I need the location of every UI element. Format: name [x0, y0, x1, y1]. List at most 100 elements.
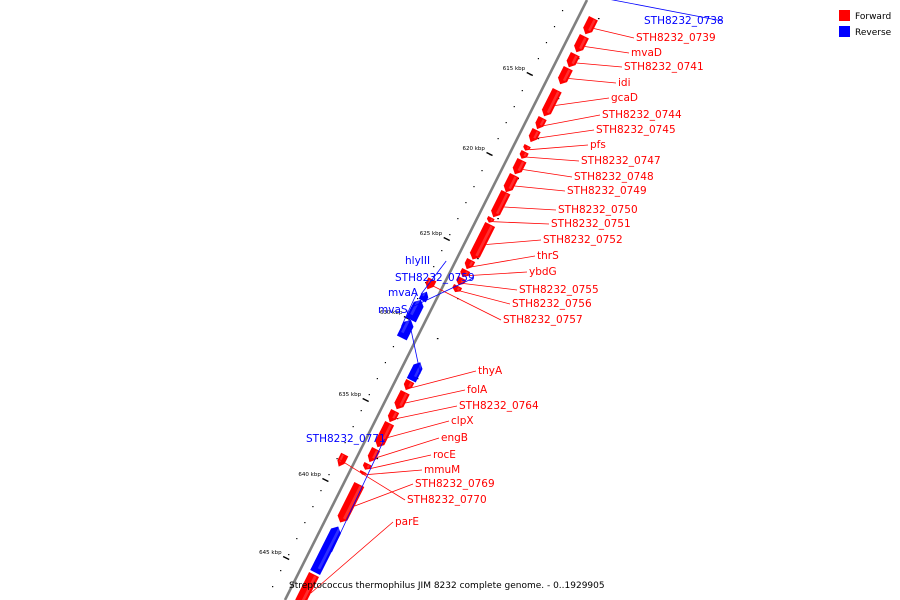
- gene-label-pfs[interactable]: pfs: [590, 139, 606, 151]
- gene-leader-line: [337, 458, 406, 501]
- guide-dot: [449, 234, 451, 236]
- gene-STH8232_0752: [469, 222, 496, 260]
- gene-STH8232_0764: [387, 409, 400, 423]
- gene-label-STH8232_0757[interactable]: STH8232_0757: [503, 314, 583, 326]
- gene-leader-line: [376, 437, 440, 458]
- gene-highlight: [496, 193, 509, 215]
- gene-label-STH8232_0745[interactable]: STH8232_0745: [596, 124, 676, 136]
- gene-label-mvaA[interactable]: mvaA: [388, 287, 419, 299]
- gene-leader-line: [410, 277, 474, 308]
- guide-dot: [537, 58, 540, 60]
- gene-STH8232_0741: [566, 52, 580, 68]
- gene-leader-line: [365, 469, 423, 476]
- gene-leader-line: [405, 389, 466, 404]
- gene-highlight: [408, 382, 413, 388]
- gene-label-STH8232_0764[interactable]: STH8232_0764: [459, 400, 539, 412]
- tick-label: 640 kbp: [298, 472, 321, 478]
- gene-highlight: [317, 527, 341, 570]
- guide-dot: [425, 282, 427, 284]
- gene-leader-line: [387, 420, 450, 438]
- gene-label-parE[interactable]: parE: [395, 516, 419, 528]
- gene-leader-line: [522, 169, 573, 178]
- gene-leader-line: [420, 260, 447, 295]
- gene-label-clpX[interactable]: clpX: [451, 415, 474, 427]
- gene-label-mvaS[interactable]: mvaS: [378, 304, 408, 316]
- tick-label: 615 kbp: [503, 66, 526, 72]
- gene-label-STH8232_0759[interactable]: STH8232_0759: [395, 272, 475, 284]
- gene-label-idi[interactable]: idi: [618, 77, 631, 89]
- tick-label: 630 kbp: [380, 310, 403, 316]
- gene-STH8232_0751: [486, 216, 495, 223]
- gene-highlight: [469, 261, 474, 267]
- gene-label-rocE[interactable]: rocE: [433, 449, 456, 461]
- gene-leader-line: [555, 97, 610, 106]
- gene-label-STH8232_0752[interactable]: STH8232_0752: [543, 234, 623, 246]
- gene-label-gcaD[interactable]: gcaD: [611, 92, 638, 104]
- guide-dot: [360, 410, 362, 412]
- gene-label-folA[interactable]: folA: [467, 384, 488, 396]
- gene-leader-line: [406, 309, 421, 374]
- guide-dot: [497, 138, 499, 140]
- gene-label-STH8232_0770[interactable]: STH8232_0770: [407, 494, 487, 506]
- gene-STH8232_0769: [337, 482, 365, 523]
- gene-gcaD: [541, 88, 562, 117]
- gene-thrS: [464, 258, 476, 270]
- gene-leader-line: [460, 290, 511, 305]
- genome-backbone: [283, 0, 589, 600]
- tick-label: 625 kbp: [420, 231, 443, 237]
- gene-leader-line: [584, 46, 630, 54]
- gene-leader-line: [396, 405, 458, 419]
- gene-highlight: [422, 291, 426, 297]
- gene-label-STH8232_0755[interactable]: STH8232_0755: [519, 284, 599, 296]
- gene-STH8232_0750: [491, 190, 511, 218]
- legend: Forward Reverse: [839, 10, 892, 38]
- gene-label-STH8232_0751[interactable]: STH8232_0751: [551, 218, 631, 230]
- gene-leader-line: [464, 283, 518, 291]
- guide-dot: [328, 474, 330, 476]
- gene-highlight: [363, 472, 365, 475]
- legend-forward-label: Forward: [855, 12, 891, 22]
- tick-label: 635 kbp: [339, 392, 362, 398]
- gene-label-STH8232_0769[interactable]: STH8232_0769: [415, 478, 495, 490]
- guide-dot: [497, 218, 499, 220]
- gene-highlight: [414, 363, 423, 378]
- gene-label-STH8232_0744[interactable]: STH8232_0744: [602, 109, 682, 121]
- gene-leader-line: [468, 271, 528, 276]
- gene-idi: [558, 66, 573, 85]
- gene-highlight: [523, 152, 527, 157]
- gene-STH8232_0744: [535, 116, 547, 130]
- gene-label-STH8232_0756[interactable]: STH8232_0756: [512, 298, 592, 310]
- gene-label-STH8232_0741[interactable]: STH8232_0741: [624, 61, 704, 73]
- gene-label-STH8232_0750[interactable]: STH8232_0750: [558, 204, 638, 216]
- gene-label-STH8232_0738[interactable]: STH8232_0738: [644, 15, 724, 27]
- gene-label-hlyIII[interactable]: hlyIII: [405, 255, 430, 267]
- gene-label-mvaD[interactable]: mvaD: [631, 47, 662, 59]
- gene-features: [295, 16, 598, 600]
- gene-label-engB[interactable]: engB: [441, 432, 468, 444]
- guide-dot: [553, 26, 556, 28]
- guide-dot: [376, 458, 379, 460]
- gene-label-ybdG[interactable]: ybdG: [529, 266, 557, 278]
- guide-dot: [436, 338, 439, 340]
- gene-label-STH8232_0747[interactable]: STH8232_0747: [581, 155, 661, 167]
- gene-label-STH8232_0739[interactable]: STH8232_0739: [636, 32, 716, 44]
- gene-clpX: [375, 421, 395, 448]
- guide-dot: [280, 570, 282, 572]
- tick-mark: [362, 397, 369, 403]
- guide-dot: [417, 298, 419, 300]
- tick-mark: [282, 555, 290, 561]
- guide-dot: [545, 42, 548, 44]
- gene-leader-line: [514, 185, 566, 192]
- gene-leader-line: [593, 28, 635, 39]
- gene-label-thyA[interactable]: thyA: [478, 365, 503, 377]
- gene-label-mmuM[interactable]: mmuM: [424, 464, 460, 476]
- gene-label-STH8232_0748[interactable]: STH8232_0748: [574, 171, 654, 183]
- guide-dot: [272, 586, 274, 588]
- gene-STH8232_0748: [512, 158, 527, 175]
- gene-label-thrS[interactable]: thrS: [537, 250, 559, 262]
- guide-dot: [296, 538, 298, 540]
- gene-label-STH8232_0771[interactable]: STH8232_0771: [306, 433, 386, 445]
- gene-leader-line: [401, 292, 418, 327]
- gene-label-STH8232_0749[interactable]: STH8232_0749: [567, 185, 647, 197]
- tick-label: 620 kbp: [462, 146, 485, 152]
